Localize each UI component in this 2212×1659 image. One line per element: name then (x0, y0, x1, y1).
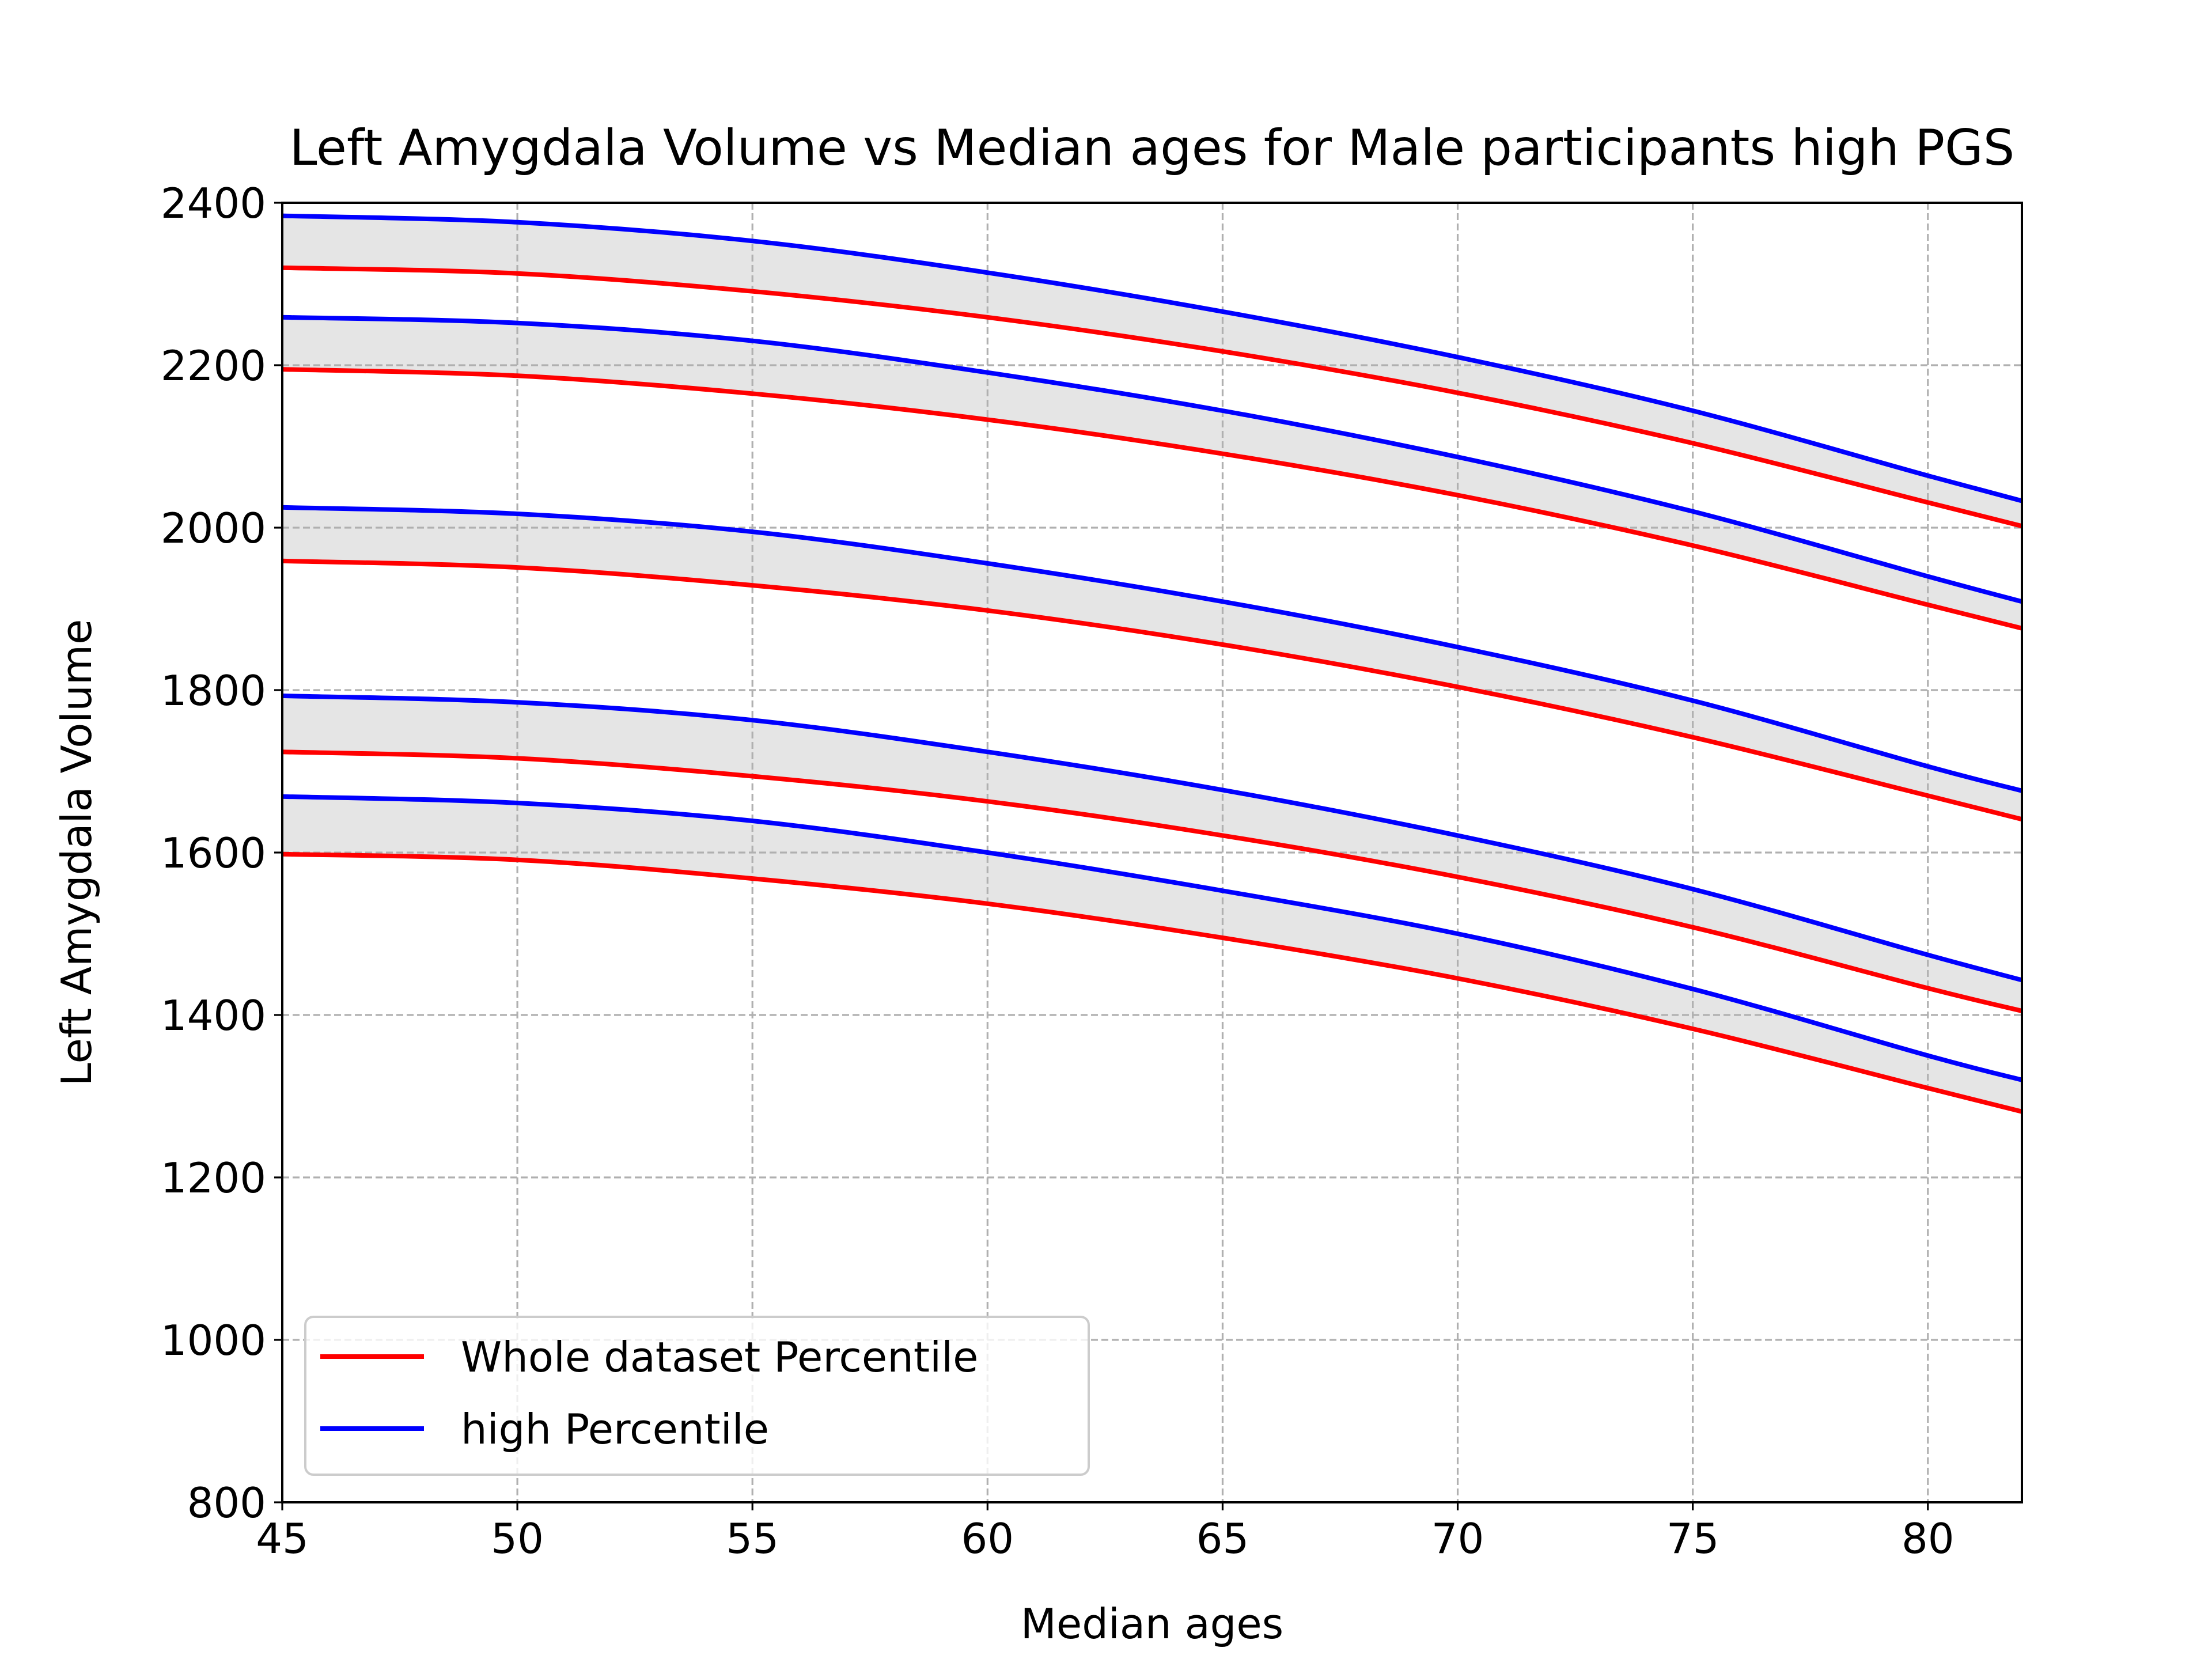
y-tick-label: 1600 (161, 829, 266, 877)
x-axis-ticks: 45 50 55 60 65 70 75 80 (256, 1502, 1955, 1563)
high-percentile-line-5 (282, 213, 2023, 503)
x-axis-label: Median ages (1021, 1600, 1283, 1648)
x-tick-label: 70 (1431, 1514, 1484, 1563)
whole-dataset-percentile-line-2 (282, 749, 2022, 1013)
whole-dataset-percentile-line-4 (282, 367, 2022, 631)
y-tick-label: 1200 (161, 1154, 266, 1202)
legend-label-whole-dataset: Whole dataset Percentile (461, 1333, 978, 1381)
band-fill-3 (282, 507, 2022, 820)
legend-frame (304, 1316, 1090, 1476)
legend-label-high: high Percentile (461, 1405, 769, 1453)
y-tick-label: 800 (187, 1479, 266, 1527)
y-tick-label: 2000 (161, 504, 266, 552)
band-fills (282, 215, 2022, 1112)
y-tick-label: 2400 (161, 179, 266, 228)
series-lines (282, 213, 2023, 1114)
band-fill-4 (282, 317, 2022, 628)
y-axis-label: Left Amygdala Volume (52, 619, 101, 1086)
y-axis-ticks: 800 1000 1200 1400 1600 1800 2000 2200 2400 (161, 179, 282, 1527)
chart-title: Left Amygdala Volume vs Median ages for … (290, 119, 2015, 177)
high-percentile-line-4 (282, 315, 2023, 604)
x-tick-label: 55 (726, 1514, 779, 1563)
whole-dataset-percentile-line-3 (282, 558, 2022, 822)
band-fill-5 (282, 215, 2022, 527)
x-tick-label: 80 (1902, 1514, 1955, 1563)
y-tick-label: 1000 (161, 1316, 266, 1365)
x-tick-label: 45 (256, 1514, 309, 1563)
whole-dataset-percentile-line-5 (282, 265, 2022, 529)
x-tick-label: 65 (1196, 1514, 1249, 1563)
x-tick-label: 50 (491, 1514, 544, 1563)
y-tick-label: 1400 (161, 991, 266, 1040)
whole-dataset-percentile-line-1 (282, 851, 2022, 1114)
y-tick-label: 2200 (161, 342, 266, 390)
band-fill-1 (282, 796, 2022, 1112)
y-tick-label: 1800 (161, 666, 266, 715)
x-tick-label: 60 (961, 1514, 1014, 1563)
x-tick-label: 75 (1666, 1514, 1719, 1563)
band-fill-2 (282, 695, 2022, 1011)
high-percentile-line-3 (282, 505, 2022, 793)
legend: Whole dataset Percentile high Percentile (304, 1316, 1090, 1476)
high-percentile-line-1 (282, 794, 2022, 1082)
high-percentile-line-2 (282, 693, 2023, 983)
